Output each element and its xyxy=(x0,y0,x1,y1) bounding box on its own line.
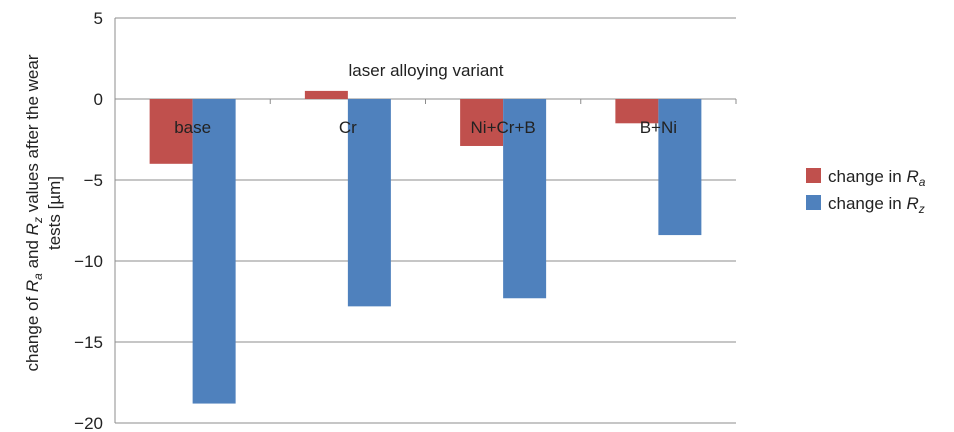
svg-text:tests [µm]: tests [µm] xyxy=(45,176,64,250)
bar-ra-ni-cr-b xyxy=(460,99,504,146)
y-tick-label: −10 xyxy=(74,252,103,271)
y-tick-labels: 5 0 −5 −10 −15 −20 xyxy=(74,9,103,432)
legend-swatch xyxy=(806,168,821,183)
category-labels: base Cr Ni+Cr+B B+Ni xyxy=(174,118,677,137)
bar-rz-b-ni xyxy=(658,99,702,236)
y-tick-label: −20 xyxy=(74,414,103,432)
y-tick-label: −5 xyxy=(84,171,103,190)
legend-label: change in Rz xyxy=(828,194,925,216)
bar-ra-cr xyxy=(304,90,348,99)
category-label: Ni+Cr+B xyxy=(471,118,536,137)
bar-ra-b-ni xyxy=(615,99,659,124)
x-axis-title: laser alloying variant xyxy=(349,61,504,80)
bars xyxy=(149,90,702,404)
y-tick-label: 5 xyxy=(94,9,103,28)
legend-item: change in Rz xyxy=(806,194,925,216)
category-label: Cr xyxy=(339,118,357,137)
legend: change in Ra change in Rz xyxy=(806,167,926,216)
bar-rz-cr xyxy=(347,99,391,307)
legend-label: change in Ra xyxy=(828,167,926,189)
category-label: B+Ni xyxy=(640,118,677,137)
bar-ra-base xyxy=(149,99,193,164)
y-tick-label: −15 xyxy=(74,333,103,352)
bar-rz-base xyxy=(192,99,236,404)
svg-text:change of Ra and Rz values aft: change of Ra and Rz values after the wea… xyxy=(23,54,45,371)
legend-item: change in Ra xyxy=(806,167,926,189)
legend-swatch xyxy=(806,195,821,210)
y-tick-label: 0 xyxy=(94,90,103,109)
y-axis-title: change of Ra and Rz values after the wea… xyxy=(23,54,64,371)
axes xyxy=(114,18,737,423)
bar-rz-ni-cr-b xyxy=(503,99,547,299)
category-label: base xyxy=(174,118,211,137)
